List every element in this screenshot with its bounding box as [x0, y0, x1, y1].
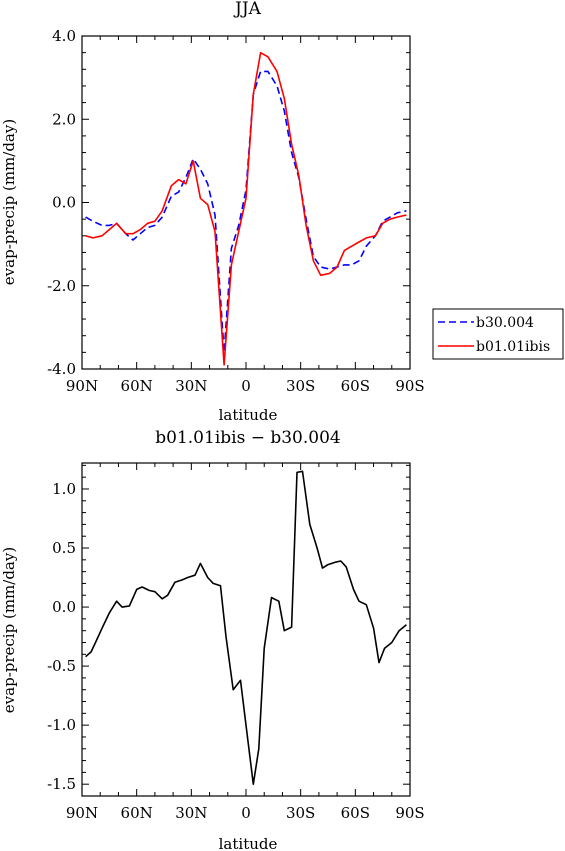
- y-tick-label: 2.0: [52, 110, 76, 128]
- legend-label-b30004: b30.004: [476, 315, 534, 331]
- y-tick-label: 4.0: [52, 27, 76, 45]
- chart-title: JJA: [233, 0, 262, 19]
- y-tick-label: 0.0: [52, 194, 76, 212]
- x-axis-label: latitude: [219, 406, 278, 424]
- series-lines: [85, 51, 407, 366]
- y-tick-label: -4.0: [47, 360, 76, 378]
- x-tick-label: 30N: [175, 804, 207, 822]
- y-tick-label: -0.5: [47, 657, 76, 675]
- y-tick-label: -2.0: [47, 277, 76, 295]
- y-tick-label: 0.0: [52, 598, 76, 616]
- legend: b30.004 b01.01ibis: [432, 308, 564, 360]
- y-tick-label: 1.0: [52, 480, 76, 498]
- x-tick-label: 60N: [121, 377, 153, 395]
- series-line-b30004: [85, 70, 407, 354]
- x-tick-label: 60S: [341, 804, 370, 822]
- axes: 90N 60N 30N 0 30S 60S 90S -4.0 -2.0 0.0 2.0 4.0: [47, 27, 425, 395]
- y-tick-label: -1.0: [47, 716, 76, 734]
- y-tick-label: -1.5: [47, 775, 76, 793]
- x-tick-label: 90N: [66, 804, 98, 822]
- x-tick-label: 0: [241, 804, 251, 822]
- plot-frame: [81, 462, 411, 797]
- x-tick-label: 90S: [395, 804, 424, 822]
- legend-label-b0101ibis: b01.01ibis: [476, 339, 550, 355]
- difference-line: [85, 470, 407, 786]
- plot-frame: [81, 35, 411, 370]
- x-axis-label: latitude: [219, 835, 278, 851]
- series-line-b0101ibis: [85, 51, 407, 366]
- y-axis-label: evap-precip (mm/day): [0, 119, 18, 285]
- y-tick-label: 0.5: [52, 539, 76, 557]
- x-tick-label: 90S: [395, 377, 424, 395]
- series-lines: [85, 470, 407, 786]
- x-tick-label: 60N: [121, 804, 153, 822]
- y-axis-label: evap-precip (mm/day): [0, 547, 18, 713]
- x-tick-label: 30N: [175, 377, 207, 395]
- top-chart: JJA 90N 60N 30N 0 30S 60S 90S -4.0 -2.0 0.0 2.0 4.0…: [0, 0, 425, 424]
- chart-title: b01.01ibis − b30.004: [155, 428, 340, 448]
- bottom-chart: b01.01ibis − b30.004 90N 60N 30N 0 30S 60S 90S…: [0, 428, 425, 851]
- legend-box: [432, 308, 564, 360]
- x-tick-label: 60S: [341, 377, 370, 395]
- x-tick-label: 0: [241, 377, 251, 395]
- x-tick-label: 30S: [286, 377, 315, 395]
- axes: 90N 60N 30N 0 30S 60S 90S -1.5 -1.0 -0.5 0.0 0.5 1.0: [47, 463, 425, 822]
- x-tick-label: 90N: [66, 377, 98, 395]
- x-tick-label: 30S: [286, 804, 315, 822]
